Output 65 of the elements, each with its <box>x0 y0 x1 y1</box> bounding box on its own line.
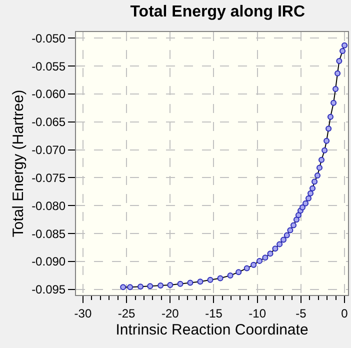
y-tick-label: -0.065 <box>32 115 66 130</box>
point <box>262 254 268 261</box>
point <box>272 246 278 252</box>
point <box>284 232 290 238</box>
point <box>322 147 328 154</box>
x-tick-label: 0 <box>341 306 348 320</box>
x-tick-label: -10 <box>248 306 266 320</box>
y-tick-label: -0.085 <box>32 226 66 241</box>
point <box>280 236 286 243</box>
point <box>308 190 314 196</box>
point <box>326 126 332 132</box>
point <box>250 262 257 268</box>
point <box>256 258 263 264</box>
point <box>147 283 154 290</box>
point <box>244 265 250 272</box>
point <box>295 212 302 218</box>
point <box>334 70 341 76</box>
point <box>127 284 134 290</box>
point <box>197 278 204 285</box>
x-tick-label: -25 <box>118 306 136 320</box>
point <box>340 48 346 54</box>
y-tick-label: -0.080 <box>32 198 66 213</box>
point <box>158 282 164 289</box>
point <box>167 282 174 288</box>
point <box>342 42 348 48</box>
point <box>207 276 214 283</box>
x-tick-label: -30 <box>74 306 92 320</box>
point <box>324 138 330 144</box>
point <box>302 200 309 206</box>
point <box>306 195 312 202</box>
point <box>327 114 334 120</box>
point <box>310 185 316 192</box>
point <box>332 86 339 92</box>
point <box>120 284 126 290</box>
x-tick-label: -5 <box>296 306 307 320</box>
y-tick-label: -0.050 <box>32 31 66 46</box>
point <box>287 227 294 234</box>
point <box>312 178 318 185</box>
y-tick-label: -0.060 <box>32 87 66 102</box>
point <box>138 284 144 290</box>
y-axis-title: Total Energy (Hartree) <box>10 90 27 238</box>
y-tick-label: -0.090 <box>32 254 66 269</box>
point <box>330 100 337 106</box>
y-tick-label: -0.055 <box>32 59 66 74</box>
point <box>336 58 342 64</box>
point <box>290 222 297 228</box>
x-axis-title: Intrinsic Reaction Coordinate <box>116 321 308 338</box>
point <box>314 172 320 179</box>
y-tick-label: -0.075 <box>32 170 66 185</box>
point <box>276 241 283 248</box>
y-tick-label: -0.070 <box>32 143 66 158</box>
y-tick-label: -0.095 <box>32 282 66 297</box>
point <box>316 164 322 171</box>
point <box>299 204 306 210</box>
point <box>267 250 274 257</box>
point <box>177 280 184 287</box>
point <box>318 156 324 163</box>
x-tick-label: -20 <box>161 306 180 320</box>
point <box>293 216 300 223</box>
chart-title: Total Energy along IRC <box>130 3 306 20</box>
point <box>236 269 242 276</box>
point <box>227 272 234 278</box>
x-tick-label: -15 <box>205 306 223 320</box>
point <box>217 275 224 282</box>
point <box>187 280 194 286</box>
